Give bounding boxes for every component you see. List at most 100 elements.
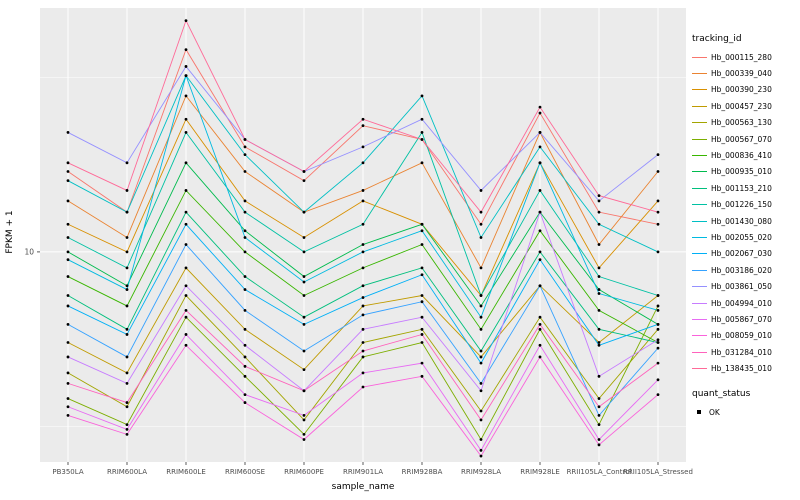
data-point <box>302 322 306 326</box>
data-point <box>243 327 247 331</box>
data-point <box>361 355 365 359</box>
data-point <box>597 397 601 400</box>
data-point <box>479 294 483 297</box>
data-point <box>243 355 247 359</box>
data-point <box>184 333 188 336</box>
data-point <box>479 438 483 441</box>
legend-key-line <box>692 302 707 304</box>
legend-key-line <box>692 368 707 370</box>
data-point <box>420 117 424 121</box>
data-point <box>361 304 365 308</box>
legend-item-label: Hb_002055_020 <box>711 232 772 242</box>
legend-quant-status-items: OK <box>692 404 798 420</box>
legend-item: Hb_008059_010 <box>692 328 798 344</box>
data-point <box>420 341 424 344</box>
data-point <box>597 194 601 197</box>
data-point <box>538 327 542 331</box>
data-point <box>243 199 247 203</box>
legend-key-line <box>692 187 707 189</box>
data-point <box>656 170 660 173</box>
data-point <box>302 210 306 214</box>
data-point <box>479 389 483 393</box>
data-point <box>420 266 424 270</box>
data-point <box>361 117 365 121</box>
data-point <box>420 327 424 331</box>
data-point <box>66 381 70 385</box>
data-point <box>538 105 542 109</box>
data-point <box>597 374 601 378</box>
data-point <box>597 423 601 426</box>
data-point <box>656 308 660 312</box>
data-point <box>597 199 601 203</box>
legend-key-line <box>692 204 707 206</box>
x-tick-label: RRIM600LE <box>166 468 206 476</box>
legend-key-line <box>692 236 707 238</box>
data-point <box>243 170 247 173</box>
data-point <box>184 74 188 78</box>
legend-item: Hb_000115_280 <box>692 49 798 65</box>
legend-key-line <box>692 89 707 91</box>
legend: tracking_id Hb_000115_280 Hb_000339_040 Hb… <box>692 34 798 432</box>
data-point <box>656 222 660 226</box>
x-tick-label: RRIM928LE <box>520 468 560 476</box>
data-point <box>538 284 542 288</box>
data-point <box>656 199 660 203</box>
legend-item: Hb_003186_020 <box>692 262 798 278</box>
data-point <box>125 250 129 254</box>
data-point <box>479 418 483 422</box>
legend-key-line <box>692 122 707 124</box>
data-point <box>184 222 188 226</box>
data-point <box>479 327 483 331</box>
data-point <box>479 222 483 226</box>
data-point <box>302 438 306 441</box>
data-point <box>66 322 70 326</box>
data-point <box>66 222 70 226</box>
x-tick-label: RRIM600LA <box>107 468 147 476</box>
legend-title-tracking-id: tracking_id <box>692 34 742 44</box>
legend-item: Hb_000935_010 <box>692 164 798 180</box>
legend-item-label: Hb_000457_230 <box>711 101 772 111</box>
data-point <box>184 94 188 98</box>
data-point <box>243 153 247 157</box>
legend-item-label: Hb_003186_020 <box>711 265 772 275</box>
data-point <box>538 343 542 347</box>
data-point <box>361 199 365 203</box>
data-point <box>243 236 247 239</box>
legend-item: Hb_005867_070 <box>692 311 798 327</box>
data-point <box>66 250 70 254</box>
data-point <box>597 210 601 214</box>
data-point <box>538 322 542 326</box>
data-point <box>538 229 542 233</box>
data-point <box>125 236 129 239</box>
data-point <box>597 438 601 441</box>
legend-tracking-id-items: Hb_000115_280 Hb_000339_040 Hb_000390_230 H… <box>692 49 798 377</box>
data-point <box>361 349 365 353</box>
data-point <box>479 355 483 359</box>
data-point <box>302 170 306 173</box>
data-point <box>125 381 129 385</box>
legend-item: Hb_000457_230 <box>692 98 798 114</box>
x-tick-label: RRII105LA_Control <box>567 468 632 476</box>
data-point <box>656 393 660 397</box>
legend-item-label: Hb_000390_230 <box>711 85 772 95</box>
data-point <box>66 161 70 165</box>
data-point <box>184 189 188 192</box>
data-point <box>597 327 601 331</box>
legend-key-line <box>692 56 707 58</box>
data-point <box>361 327 365 331</box>
data-point <box>184 48 188 51</box>
legend-item-label: Hb_001153_210 <box>711 183 772 193</box>
data-point <box>302 315 306 319</box>
data-point <box>597 405 601 409</box>
data-point <box>184 315 188 319</box>
data-point <box>66 304 70 308</box>
data-point <box>184 343 188 347</box>
legend-key-line <box>692 171 707 173</box>
legend-item-label: Hb_031284_010 <box>711 347 772 357</box>
data-point <box>184 294 188 297</box>
legend-item-label: Hb_008059_010 <box>711 331 772 341</box>
data-point <box>184 210 188 214</box>
data-point <box>302 179 306 183</box>
data-point <box>66 341 70 344</box>
